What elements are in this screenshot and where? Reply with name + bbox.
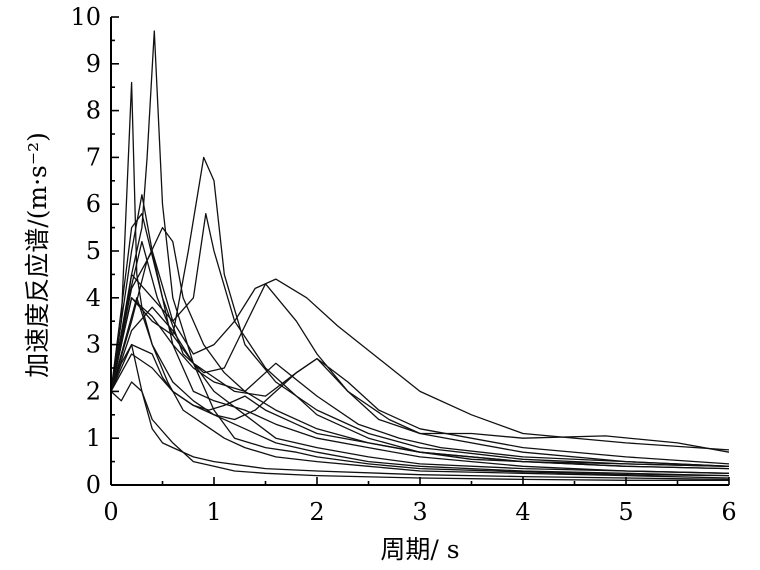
y-tick-label: 2: [86, 377, 101, 405]
x-tick-label: 6: [721, 498, 736, 526]
series-line-13: [110, 381, 729, 481]
series-line-14: [110, 343, 730, 465]
series-line-11: [110, 343, 730, 481]
y-tick-label: 10: [70, 3, 101, 31]
series-line-1: [110, 81, 730, 477]
series-line-12: [110, 353, 730, 467]
series-line-16: [110, 297, 730, 467]
y-tick-label: 3: [86, 331, 101, 359]
y-tick-label: 6: [86, 190, 101, 218]
x-tick-label: 5: [618, 498, 633, 526]
y-tick-label: 4: [86, 284, 101, 312]
x-tick-label: 2: [309, 498, 324, 526]
series-line-4: [110, 212, 730, 470]
y-axis-title: 加速度反应谱/(m·s⁻²): [23, 132, 52, 378]
series-line-5: [110, 250, 730, 451]
y-tick-label: 9: [86, 50, 101, 78]
x-tick-label: 3: [412, 498, 427, 526]
series-line-9: [110, 226, 730, 470]
x-axis-title: 周期/ s: [380, 535, 459, 564]
y-tick-label: 1: [86, 424, 101, 452]
y-tick-label: 5: [86, 237, 101, 265]
x-tick-label: 0: [103, 498, 118, 526]
series-line-15: [110, 306, 730, 477]
axes-layer: [110, 17, 729, 486]
y-tick-label: 8: [86, 97, 101, 125]
x-tick-label: 4: [515, 498, 530, 526]
x-tick-label: 1: [206, 498, 221, 526]
series-line-8: [110, 194, 730, 474]
series-line-6: [110, 212, 730, 467]
series-line-3: [110, 156, 730, 467]
series-line-7: [110, 240, 730, 453]
series-line-2: [110, 30, 730, 474]
y-tick-label: 0: [86, 471, 101, 499]
series-layer: [110, 30, 730, 481]
ticks-layer: 0 1 2 3 4 5 6 0 1 2 3 4 5 6 7 8 9 10: [70, 3, 736, 526]
y-tick-label: 7: [86, 143, 101, 171]
series-line-10: [110, 297, 730, 479]
